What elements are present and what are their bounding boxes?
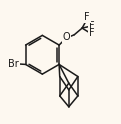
Text: F: F — [89, 21, 94, 31]
Text: F: F — [89, 28, 94, 38]
Text: F: F — [84, 12, 90, 22]
Text: Br: Br — [8, 59, 19, 69]
Text: O: O — [63, 32, 71, 42]
